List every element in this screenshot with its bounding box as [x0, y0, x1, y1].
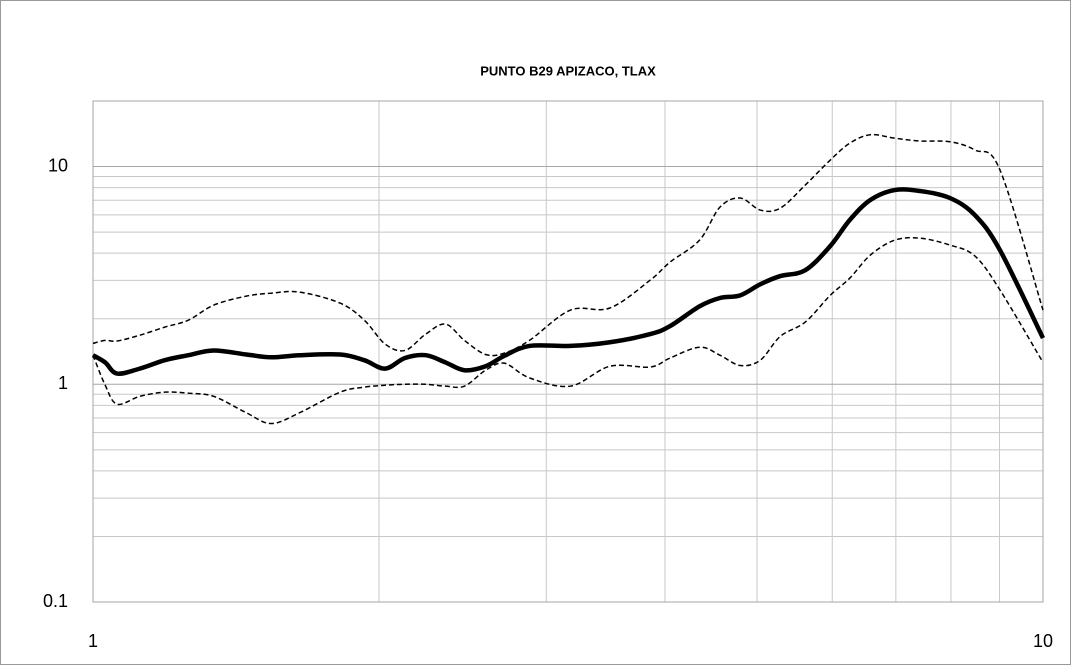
line-series: [92, 133, 1044, 357]
plot-area-border: [92, 100, 1044, 603]
x-tick-label: 10: [1033, 631, 1053, 651]
chart-title: PUNTO B29 APIZACO, TLAX: [480, 63, 656, 78]
line-series: [91, 187, 1046, 376]
y-tick-label: 10: [48, 155, 68, 175]
x-tick-label: 1: [88, 631, 98, 651]
y-tick-label: 1: [58, 373, 68, 393]
y-tick-label: 0.1: [43, 591, 68, 611]
